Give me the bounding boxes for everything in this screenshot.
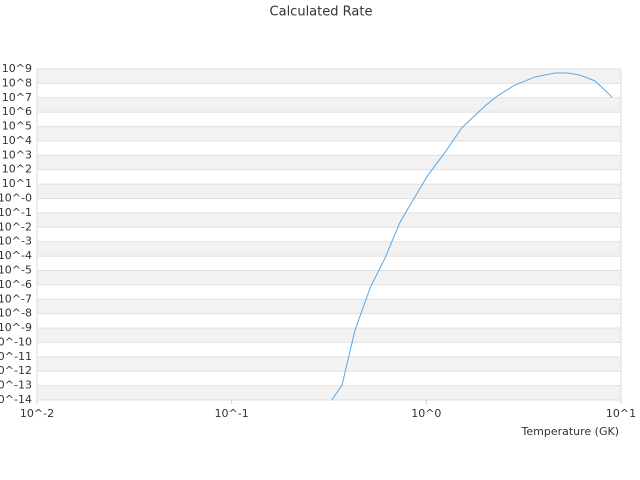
grid-band: [37, 69, 621, 84]
grid-band: [37, 356, 621, 372]
x-tick-label: 10^-2: [20, 407, 54, 420]
x-axis-label: Temperature (GK): [521, 425, 620, 438]
y-tick-label: 10^3: [2, 148, 32, 161]
y-tick-label: 10^5: [2, 120, 32, 133]
y-tick-label: 10^6: [2, 105, 32, 118]
y-tick-label: 10^8: [2, 76, 32, 89]
plot-background: [37, 69, 621, 400]
y-tick-label: 10^-14: [0, 393, 32, 406]
grid-band: [37, 97, 621, 113]
grid-band: [37, 241, 621, 257]
x-tick-label: 10^0: [411, 407, 441, 420]
y-tick-label: 10^2: [2, 163, 32, 176]
y-tick-label: 10^-13: [0, 379, 32, 392]
x-tick-label: 10^-1: [215, 407, 249, 420]
y-tick-label: 10^-10: [0, 335, 32, 348]
y-tick-label: 10^-5: [0, 263, 32, 276]
y-tick-label: 10^-8: [0, 307, 32, 320]
grid-band: [37, 328, 621, 343]
y-tick-label: 10^-3: [0, 235, 32, 248]
grid-band: [37, 155, 621, 170]
y-tick-label: 10^1: [2, 177, 32, 190]
grid-band: [37, 184, 621, 199]
y-tick-label: 10^-2: [0, 220, 32, 233]
y-tick-label: 10^-11: [0, 350, 32, 363]
y-tick-label: 10^9: [2, 62, 32, 75]
grid-band: [37, 212, 621, 228]
x-tick-label: 10^1: [606, 407, 636, 420]
line-series: [331, 72, 613, 401]
chart-title: Calculated Rate: [270, 5, 373, 20]
y-tick-label: 10^-6: [0, 278, 32, 291]
y-tick-label: 10^-4: [0, 249, 32, 262]
grid-band: [37, 270, 621, 285]
y-tick-label: 10^7: [2, 91, 32, 104]
y-tick-label: 10^-1: [0, 206, 32, 219]
y-tick-label: 10^4: [2, 134, 32, 147]
grid-band: [37, 385, 621, 400]
y-tick-label: 10^-7: [0, 292, 32, 305]
grid-band: [37, 299, 621, 314]
y-tick-label: 10^-9: [0, 321, 32, 334]
plot-frame: [36, 68, 622, 401]
y-tick-label: 10^-12: [0, 364, 32, 377]
grid-band: [37, 126, 621, 141]
y-tick-label: 10^-0: [0, 192, 32, 205]
